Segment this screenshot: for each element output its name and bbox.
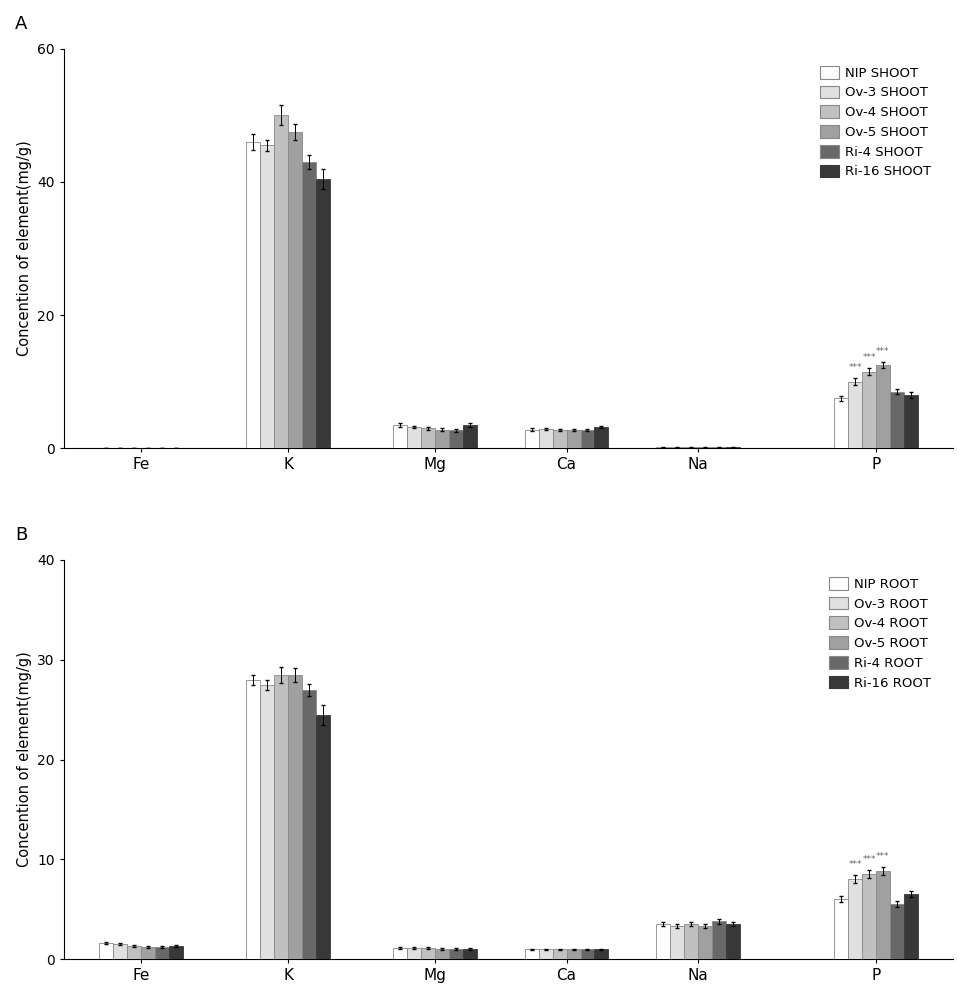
- Bar: [538, 949, 552, 959]
- Text: ***: ***: [875, 347, 889, 356]
- Bar: [462, 425, 477, 448]
- Bar: [566, 430, 579, 448]
- Bar: [656, 924, 670, 959]
- Bar: [127, 946, 141, 959]
- Bar: [435, 949, 449, 959]
- Bar: [861, 372, 875, 448]
- Bar: [594, 427, 608, 448]
- Bar: [393, 948, 407, 959]
- Bar: [889, 392, 903, 448]
- Bar: [683, 924, 698, 959]
- Bar: [579, 430, 594, 448]
- Bar: [288, 132, 301, 448]
- Bar: [579, 949, 594, 959]
- Bar: [875, 871, 889, 959]
- Bar: [552, 430, 566, 448]
- Y-axis label: Concention of element(mg/g): Concention of element(mg/g): [16, 141, 32, 356]
- Bar: [861, 874, 875, 959]
- Bar: [847, 382, 861, 448]
- Bar: [260, 145, 274, 448]
- Bar: [524, 949, 538, 959]
- Bar: [538, 429, 552, 448]
- Bar: [566, 949, 579, 959]
- Text: A: A: [15, 15, 27, 33]
- Text: ***: ***: [848, 363, 861, 372]
- Text: ***: ***: [861, 855, 875, 864]
- Text: ***: ***: [861, 353, 875, 362]
- Text: ***: ***: [875, 852, 889, 861]
- Bar: [524, 430, 538, 448]
- Bar: [711, 921, 725, 959]
- Bar: [113, 944, 127, 959]
- Text: ***: ***: [848, 860, 861, 869]
- Y-axis label: Concention of element(mg/g): Concention of element(mg/g): [16, 652, 32, 867]
- Bar: [462, 949, 477, 959]
- Bar: [670, 926, 683, 959]
- Bar: [833, 899, 847, 959]
- Bar: [407, 948, 421, 959]
- Bar: [288, 675, 301, 959]
- Bar: [301, 162, 316, 448]
- Bar: [725, 924, 739, 959]
- Bar: [421, 948, 435, 959]
- Bar: [552, 949, 566, 959]
- Bar: [393, 425, 407, 448]
- Bar: [141, 947, 155, 959]
- Bar: [435, 430, 449, 448]
- Bar: [316, 715, 329, 959]
- Bar: [594, 949, 608, 959]
- Bar: [274, 675, 288, 959]
- Legend: NIP ROOT, Ov-3 ROOT, Ov-4 ROOT, Ov-5 ROOT, Ri-4 ROOT, Ri-16 ROOT: NIP ROOT, Ov-3 ROOT, Ov-4 ROOT, Ov-5 ROO…: [822, 570, 937, 696]
- Legend: NIP SHOOT, Ov-3 SHOOT, Ov-4 SHOOT, Ov-5 SHOOT, Ri-4 SHOOT, Ri-16 SHOOT: NIP SHOOT, Ov-3 SHOOT, Ov-4 SHOOT, Ov-5 …: [813, 59, 937, 185]
- Text: B: B: [15, 526, 27, 544]
- Bar: [449, 430, 462, 448]
- Bar: [698, 926, 711, 959]
- Bar: [847, 879, 861, 959]
- Bar: [407, 427, 421, 448]
- Bar: [875, 365, 889, 448]
- Bar: [449, 949, 462, 959]
- Bar: [903, 894, 917, 959]
- Bar: [274, 115, 288, 448]
- Bar: [260, 685, 274, 959]
- Bar: [889, 904, 903, 959]
- Bar: [155, 947, 169, 959]
- Bar: [421, 428, 435, 448]
- Bar: [246, 680, 260, 959]
- Bar: [169, 946, 183, 959]
- Bar: [903, 395, 917, 448]
- Bar: [301, 690, 316, 959]
- Bar: [100, 943, 113, 959]
- Bar: [246, 142, 260, 448]
- Bar: [316, 179, 329, 448]
- Bar: [833, 398, 847, 448]
